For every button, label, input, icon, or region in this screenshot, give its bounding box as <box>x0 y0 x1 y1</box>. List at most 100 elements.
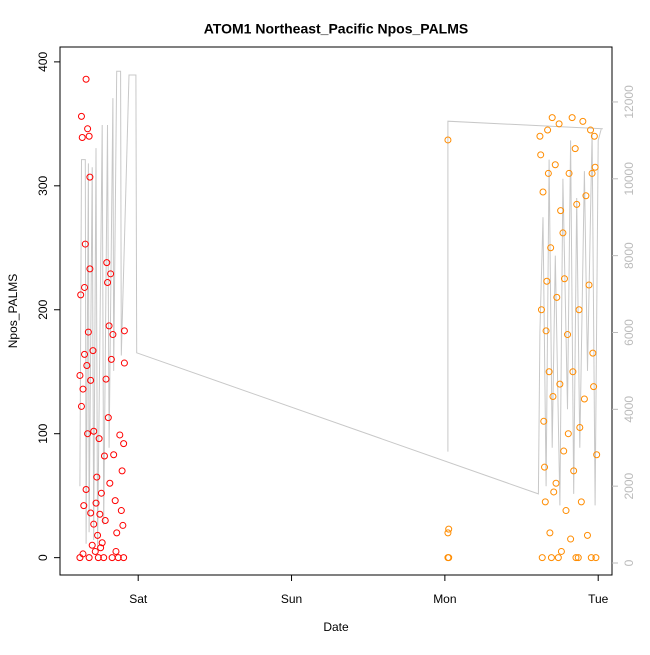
point <box>582 192 590 200</box>
point <box>120 554 128 562</box>
point <box>573 200 581 208</box>
point <box>538 554 546 562</box>
point <box>588 169 596 177</box>
point <box>96 510 104 518</box>
point <box>97 489 105 497</box>
point <box>590 132 598 140</box>
point <box>85 554 93 562</box>
point <box>545 368 553 376</box>
point <box>592 554 600 562</box>
point <box>547 554 555 562</box>
point <box>548 114 556 122</box>
y2-tick-label: 4000 <box>622 396 636 423</box>
x-tick-label: Mon <box>433 592 456 606</box>
point <box>569 368 577 376</box>
point <box>106 479 114 487</box>
y-tick-label: 400 <box>36 52 50 72</box>
point <box>587 126 595 134</box>
point <box>560 447 568 455</box>
point <box>117 507 125 515</box>
point <box>591 163 599 171</box>
point <box>102 375 110 383</box>
point <box>536 132 544 140</box>
y2-tick-label: 6000 <box>622 319 636 346</box>
point <box>556 380 564 388</box>
point <box>92 499 100 507</box>
point <box>555 120 563 128</box>
point <box>541 463 549 471</box>
point <box>580 395 588 403</box>
point <box>109 331 117 339</box>
y-tick-label: 300 <box>36 175 50 195</box>
point <box>90 520 98 528</box>
point <box>557 207 565 215</box>
point <box>564 331 572 339</box>
point <box>565 169 573 177</box>
point <box>583 531 591 539</box>
point <box>81 240 89 248</box>
point <box>81 283 89 291</box>
x-axis-label: Date <box>323 620 349 634</box>
point <box>84 125 92 133</box>
point <box>100 452 108 460</box>
point <box>585 281 593 289</box>
point <box>88 541 96 549</box>
point <box>593 451 601 459</box>
point <box>113 529 121 537</box>
chart-title: ATOM1 Northeast_Pacific Npos_PALMS <box>204 21 469 37</box>
point <box>546 529 554 537</box>
y-tick-label: 0 <box>36 554 50 561</box>
point <box>540 417 548 425</box>
point <box>574 554 582 562</box>
point <box>537 151 545 159</box>
point <box>94 554 102 562</box>
point <box>79 385 87 393</box>
point <box>111 497 119 505</box>
point <box>570 467 578 475</box>
point <box>78 133 86 141</box>
point <box>107 355 115 363</box>
point <box>114 554 122 562</box>
y-axis-label: Npos_PALMS <box>6 274 20 348</box>
point <box>104 278 112 286</box>
y-tick-label: 100 <box>36 423 50 443</box>
point <box>82 485 90 493</box>
point <box>87 376 95 384</box>
point <box>541 498 549 506</box>
x-tick-label: Sun <box>281 592 302 606</box>
point <box>93 473 101 481</box>
point <box>80 502 88 510</box>
point <box>104 414 112 422</box>
point <box>95 435 103 443</box>
point <box>85 132 93 140</box>
point <box>553 293 561 301</box>
y2-tick-label: 0 <box>622 559 636 566</box>
point <box>572 554 580 562</box>
point <box>103 259 111 267</box>
point <box>82 75 90 83</box>
point <box>101 516 109 524</box>
point <box>444 529 452 537</box>
point <box>544 126 552 134</box>
point <box>549 393 557 401</box>
point <box>571 145 579 153</box>
point <box>107 270 115 278</box>
point <box>89 347 97 355</box>
y-tick-label: 200 <box>36 299 50 319</box>
x-tick-label: Sat <box>129 592 148 606</box>
point <box>552 479 560 487</box>
y2-tick-label: 2000 <box>622 472 636 499</box>
point <box>110 451 118 459</box>
point <box>551 161 559 169</box>
point <box>105 322 113 330</box>
point <box>445 525 453 533</box>
point <box>444 136 452 144</box>
point <box>567 535 575 543</box>
point <box>97 544 105 552</box>
point <box>118 467 126 475</box>
point <box>575 306 583 314</box>
point <box>554 554 562 562</box>
point <box>568 114 576 122</box>
